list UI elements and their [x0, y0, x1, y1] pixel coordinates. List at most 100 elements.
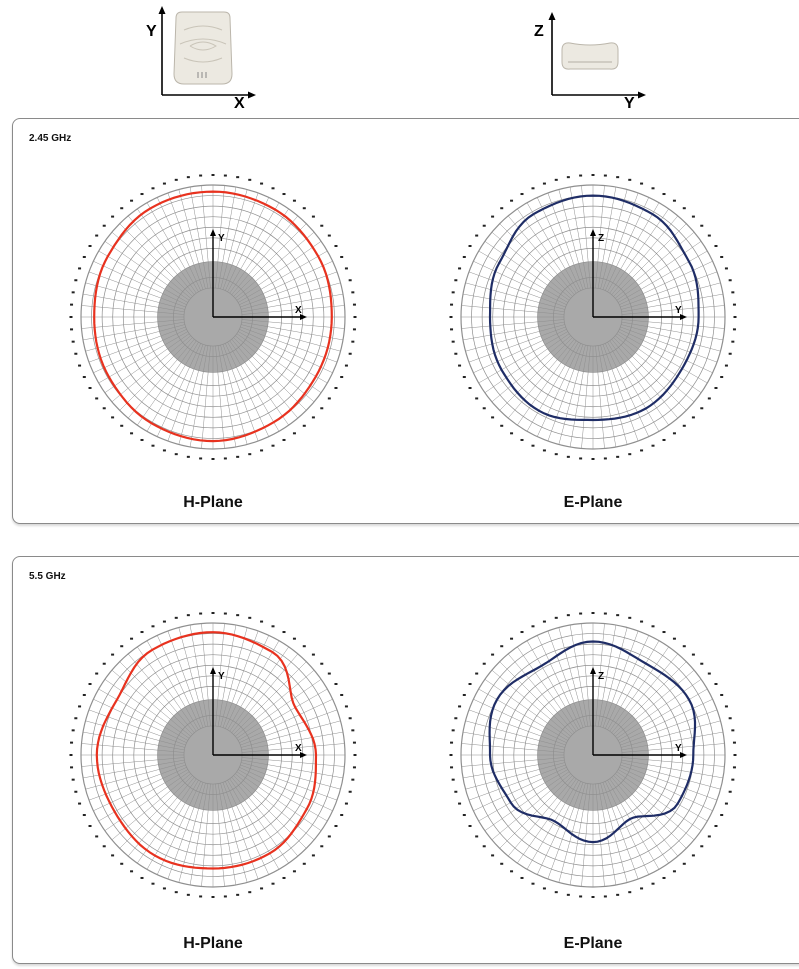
angle-tick	[302, 645, 306, 648]
radial-line	[611, 653, 679, 733]
angle-tick	[236, 455, 240, 458]
angle-tick	[531, 882, 535, 885]
angle-tick	[603, 612, 607, 615]
angle-tick	[714, 825, 718, 827]
angle-tick	[731, 291, 735, 294]
radial-line	[558, 189, 586, 290]
angle-tick	[728, 352, 732, 355]
angle-tick	[454, 717, 458, 720]
angle-ticks	[69, 612, 357, 898]
angle-tick	[510, 199, 514, 202]
angle-tick	[566, 176, 570, 179]
angle-tick	[271, 882, 275, 885]
radial-line	[81, 305, 185, 315]
radial-line	[621, 321, 724, 341]
ring	[101, 205, 325, 429]
radial-line	[201, 345, 211, 449]
radial-line	[615, 773, 695, 841]
angle-tick	[616, 893, 620, 896]
angle-ticks	[69, 174, 357, 460]
radial-line	[595, 345, 605, 449]
access-point-front-icon	[173, 11, 233, 85]
angle-tick	[732, 766, 736, 769]
radial-line	[215, 783, 225, 887]
radial-line	[236, 333, 322, 393]
radial-line	[146, 342, 199, 432]
radial-line	[98, 769, 188, 822]
radial-line	[547, 630, 584, 728]
angle-tick	[720, 255, 724, 258]
plot-axes: ZY	[590, 667, 687, 758]
angle-tick	[651, 187, 655, 190]
angle-tick	[260, 449, 264, 452]
angle-tick	[352, 766, 356, 769]
angle-tick	[78, 364, 82, 367]
radial-line	[239, 260, 333, 305]
radial-line	[111, 335, 191, 403]
angle-tick	[616, 614, 620, 617]
angle-tick	[82, 376, 86, 379]
angle-ticks	[449, 612, 737, 898]
radial-line	[227, 342, 280, 432]
ring	[481, 205, 705, 429]
radial-line	[201, 783, 211, 887]
radial-line	[615, 231, 695, 299]
radial-line	[127, 215, 195, 295]
radial-line	[526, 202, 579, 292]
angle-tick	[454, 279, 458, 282]
panel-frequency-label: 2.45 GHz	[29, 133, 72, 144]
angle-tick	[292, 870, 296, 873]
angle-tick	[111, 653, 115, 656]
radial-line	[233, 661, 307, 735]
plot-vertical-arrow	[210, 667, 216, 674]
angle-tick	[733, 316, 737, 318]
ring	[91, 195, 335, 439]
angle-tick	[462, 376, 466, 379]
angle-tick	[458, 802, 462, 805]
plot-vertical-arrow	[590, 667, 596, 674]
plot-axes: YX	[210, 667, 307, 758]
radial-line	[499, 661, 573, 735]
radial-line	[222, 630, 259, 728]
angle-tick	[579, 612, 583, 615]
angle-tick	[672, 637, 676, 640]
radiation-pattern-curve	[95, 631, 318, 870]
plot-vertical-axis-label: Y	[218, 233, 225, 244]
angle-tick	[682, 207, 686, 210]
radial-line	[473, 767, 567, 812]
angle-tick	[482, 662, 486, 665]
radial-line	[239, 329, 333, 374]
radial-line	[227, 640, 280, 730]
angle-tick	[302, 207, 306, 210]
radial-line	[569, 783, 589, 886]
axis-diagram-side: Z Y	[534, 12, 646, 110]
angle-tick	[682, 645, 686, 648]
radial-line	[615, 335, 695, 403]
radial-line	[215, 623, 225, 727]
angle-tick	[311, 653, 315, 656]
angle-tick	[186, 893, 190, 896]
radial-line	[462, 731, 565, 751]
angle-tick	[733, 754, 737, 756]
radial-line	[240, 271, 338, 308]
radial-line	[93, 767, 187, 812]
ring	[460, 184, 726, 450]
angle-tick	[111, 215, 115, 218]
radial-line	[240, 762, 341, 790]
radial-line	[238, 688, 328, 741]
radial-line	[146, 202, 199, 292]
angle-tick	[344, 267, 348, 270]
radial-line	[620, 764, 718, 801]
radial-line	[93, 329, 187, 374]
angle-tick	[69, 754, 73, 756]
angle-tick	[82, 255, 86, 258]
radial-line	[547, 782, 584, 880]
radial-line	[620, 762, 721, 790]
angle-tick	[720, 814, 724, 817]
radial-line	[235, 335, 315, 403]
radial-line	[621, 757, 725, 767]
radial-line	[621, 305, 725, 315]
radial-line	[618, 769, 708, 822]
angle-tick	[475, 234, 479, 237]
angle-tick	[566, 614, 570, 617]
